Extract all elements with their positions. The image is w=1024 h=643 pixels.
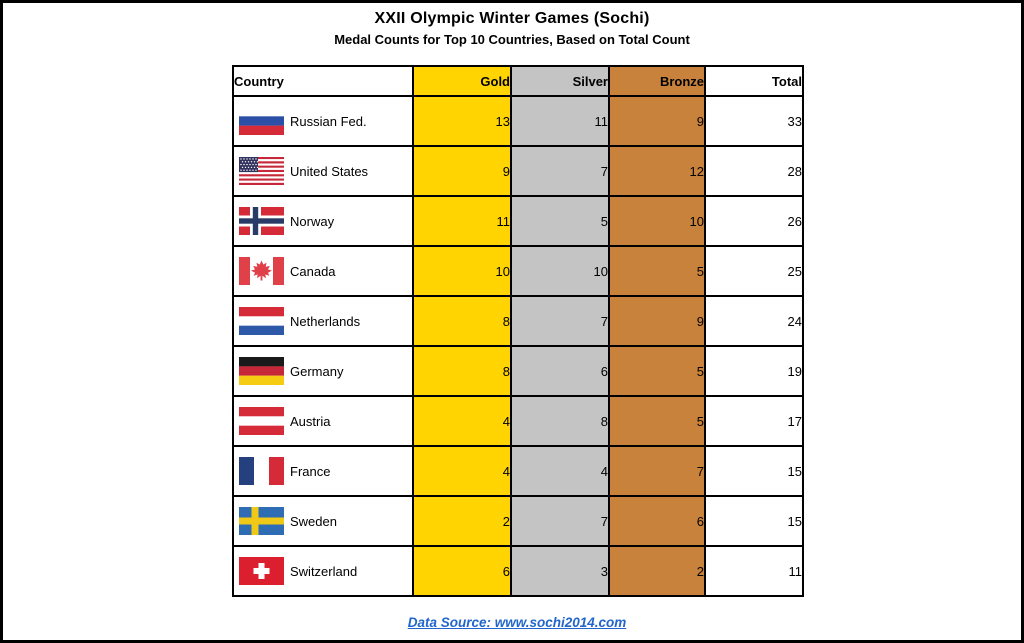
header-silver: Silver <box>510 65 610 97</box>
total-count: 26 <box>704 195 804 247</box>
header-country: Country <box>232 65 414 97</box>
bronze-count: 9 <box>608 95 706 147</box>
bronze-count: 5 <box>608 395 706 447</box>
total-count: 11 <box>704 545 804 597</box>
table-row: Germany 8 6 5 19 <box>232 345 804 397</box>
silver-count: 7 <box>510 295 610 347</box>
flag-united-states-icon <box>239 157 284 185</box>
flag-switzerland-icon <box>239 557 284 585</box>
silver-count: 3 <box>510 545 610 597</box>
flag-france-icon <box>239 457 284 485</box>
bronze-count: 5 <box>608 345 706 397</box>
table-row: Austria 4 8 5 17 <box>232 395 804 447</box>
page-title: XXII Olympic Winter Games (Sochi) <box>374 10 650 27</box>
gold-count: 8 <box>412 295 512 347</box>
flag-canada-icon <box>239 257 284 285</box>
country-name: Austria <box>290 413 331 429</box>
country-name: Canada <box>290 263 336 279</box>
country-name: Switzerland <box>290 563 358 579</box>
bronze-count: 5 <box>608 245 706 297</box>
silver-count: 4 <box>510 445 610 497</box>
gold-count: 8 <box>412 345 512 397</box>
table-row: France 4 4 7 15 <box>232 445 804 497</box>
flag-austria-icon <box>239 407 284 435</box>
silver-count: 5 <box>510 195 610 247</box>
bronze-count: 2 <box>608 545 706 597</box>
flag-russia-icon <box>239 107 284 135</box>
header-total: Total <box>704 65 804 97</box>
country-name: Norway <box>290 213 335 229</box>
header-row: Country Gold Silver Bronze Total <box>232 65 804 97</box>
medal-table: Country Gold Silver Bronze Total Russian… <box>232 65 804 597</box>
flag-germany-icon <box>239 357 284 385</box>
total-count: 17 <box>704 395 804 447</box>
country-name: Russian Fed. <box>290 113 367 129</box>
country-name: United States <box>290 163 369 179</box>
gold-count: 4 <box>412 395 512 447</box>
country-name: France <box>290 463 331 479</box>
bronze-count: 9 <box>608 295 706 347</box>
gold-count: 2 <box>412 495 512 547</box>
gold-count: 11 <box>412 195 512 247</box>
flag-sweden-icon <box>239 507 284 535</box>
footer: Data Source: www.sochi2014.com <box>232 614 802 632</box>
table-row: United States 9 7 12 28 <box>232 145 804 197</box>
table-row: Norway 11 5 10 26 <box>232 195 804 247</box>
total-count: 25 <box>704 245 804 297</box>
total-count: 19 <box>704 345 804 397</box>
gold-count: 13 <box>412 95 512 147</box>
country-name: Sweden <box>290 513 337 529</box>
silver-count: 7 <box>510 495 610 547</box>
total-count: 33 <box>704 95 804 147</box>
page-subtitle: Medal Counts for Top 10 Countries, Based… <box>334 32 690 47</box>
silver-count: 8 <box>510 395 610 447</box>
total-count: 15 <box>704 445 804 497</box>
header-bronze: Bronze <box>608 65 706 97</box>
header-gold: Gold <box>412 65 512 97</box>
silver-count: 6 <box>510 345 610 397</box>
bronze-count: 12 <box>608 145 706 197</box>
table-row: Netherlands 8 7 9 24 <box>232 295 804 347</box>
silver-count: 11 <box>510 95 610 147</box>
total-count: 15 <box>704 495 804 547</box>
gold-count: 9 <box>412 145 512 197</box>
bronze-count: 10 <box>608 195 706 247</box>
flag-netherlands-icon <box>239 307 284 335</box>
silver-count: 10 <box>510 245 610 297</box>
silver-count: 7 <box>510 145 610 197</box>
data-source-link[interactable]: Data Source: www.sochi2014.com <box>407 615 627 630</box>
table-row: Sweden 2 7 6 15 <box>232 495 804 547</box>
bronze-count: 7 <box>608 445 706 497</box>
table-row: Switzerland 6 3 2 11 <box>232 545 804 597</box>
flag-norway-icon <box>239 207 284 235</box>
table-row: Canada 10 10 5 25 <box>232 245 804 297</box>
total-count: 24 <box>704 295 804 347</box>
country-name: Germany <box>290 363 344 379</box>
country-name: Netherlands <box>290 313 361 329</box>
gold-count: 6 <box>412 545 512 597</box>
table-row: Russian Fed. 13 11 9 33 <box>232 95 804 147</box>
gold-count: 4 <box>412 445 512 497</box>
total-count: 28 <box>704 145 804 197</box>
medal-table-body: Russian Fed. 13 11 9 33 United States 9 … <box>232 95 804 597</box>
bronze-count: 6 <box>608 495 706 547</box>
gold-count: 10 <box>412 245 512 297</box>
